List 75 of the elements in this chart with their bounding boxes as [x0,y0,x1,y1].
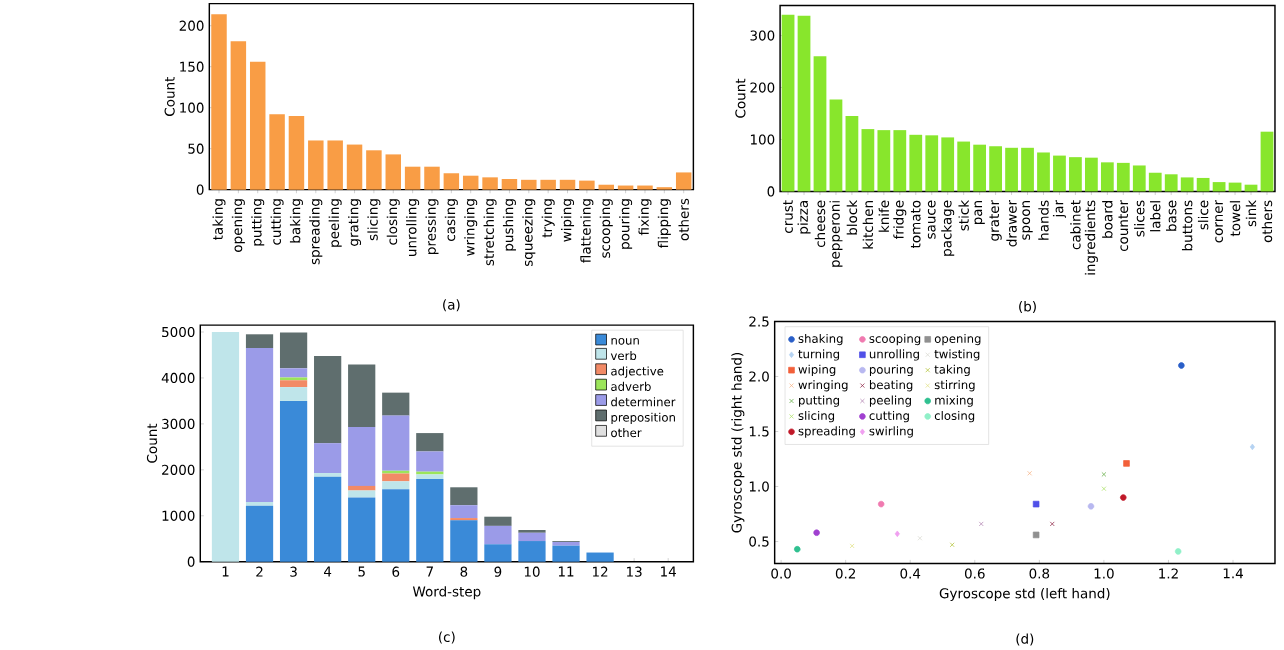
bar [482,177,498,190]
bar [559,179,576,190]
bar [279,400,308,562]
bar [346,144,363,190]
bar [552,545,580,562]
bar [404,166,421,190]
bar [269,114,285,190]
point [1101,486,1107,492]
point [877,500,885,508]
bar [416,474,444,480]
bar [416,433,444,452]
bar [813,56,827,192]
point [1087,503,1095,510]
bar [314,443,342,474]
bar [1260,131,1274,192]
point [894,530,900,538]
bar [424,166,440,190]
bar [230,41,247,190]
bar [579,180,595,190]
bar [484,516,512,526]
bar [450,487,478,506]
point [1032,531,1040,539]
bar [314,476,342,562]
point [1049,521,1055,527]
point [1032,500,1040,508]
bar [279,368,308,378]
bar [675,172,692,190]
bar [781,14,795,192]
bar [829,99,843,192]
bar [279,332,308,369]
bar [366,150,382,190]
bar [288,115,305,190]
bar [586,552,614,562]
bar [484,544,512,562]
bar [598,184,614,190]
bar [443,173,460,190]
bar [450,520,478,562]
point [1027,470,1033,476]
bar [211,332,240,562]
bar [245,348,274,503]
bar [518,532,546,542]
bar [348,497,376,562]
bar [245,334,274,349]
point [1174,548,1182,555]
bar [518,541,546,562]
bar [348,485,376,491]
point [813,529,820,536]
bar [797,15,811,192]
bar [501,179,518,190]
bar [382,392,410,416]
point [1123,460,1130,467]
bar [416,479,444,562]
point [1249,443,1255,451]
bar [462,175,479,190]
bar [450,505,478,519]
bar [279,387,308,401]
bar [279,380,308,388]
point [794,546,801,553]
bar [245,505,274,562]
bar [348,364,376,428]
point [1120,494,1127,501]
bar [416,451,444,472]
bar [484,525,512,545]
point [849,543,855,549]
bar [382,481,410,490]
bar [249,61,266,190]
bar [348,427,376,486]
bar [211,14,227,190]
bar [382,489,410,562]
bar [314,355,342,444]
point [978,521,984,527]
bar [382,415,410,471]
point [1178,362,1185,369]
bar [385,154,402,190]
point [949,542,955,548]
